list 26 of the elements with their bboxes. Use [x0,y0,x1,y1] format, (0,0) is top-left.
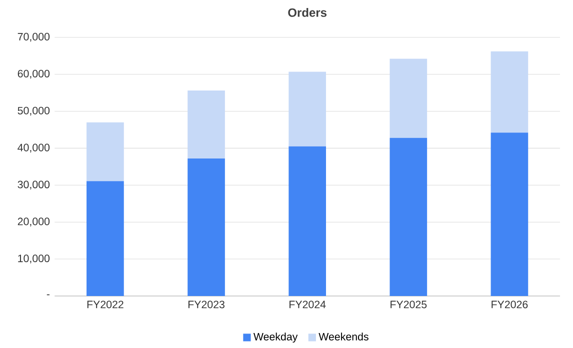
legend-label: Weekday [253,332,298,343]
y-tick-label: 40,000 [18,144,50,153]
bar [86,181,124,296]
y-tick-label: 70,000 [18,32,50,42]
y-tick-label: - [46,294,50,296]
bar [188,158,225,296]
legend-label: Weekends [318,332,368,340]
x-tick-label: FY2025 [390,300,427,308]
bar [490,132,528,296]
bar [490,51,528,133]
bar [288,72,326,146]
bar [390,58,428,138]
bar [188,90,225,159]
y-tick-label: 50,000 [18,106,50,116]
bar [390,138,428,296]
x-tick-label: FY2026 [492,300,528,308]
y-tick-label: 30,000 [18,180,50,190]
x-tick-label: FY2023 [188,300,224,308]
y-tick-label: 20,000 [18,218,50,226]
bar [288,146,326,296]
x-tick-label: FY2022 [87,300,124,308]
y-tick-label: 10,000 [18,254,50,264]
chart-title: Orders [288,8,327,17]
y-tick-label: 60,000 [18,70,50,79]
x-tick-label: FY2024 [290,300,326,308]
bar [86,122,124,182]
